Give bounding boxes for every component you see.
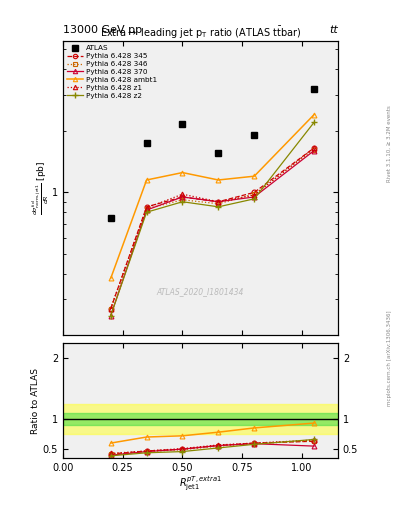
Text: tt: tt xyxy=(329,25,338,35)
ATLAS xyxy=(252,132,257,138)
Text: 13000 GeV pp: 13000 GeV pp xyxy=(63,25,142,35)
Pythia 6.428 z1 xyxy=(180,191,185,197)
Bar xyxy=(63,403,338,434)
Pythia 6.428 345 xyxy=(108,306,113,312)
Pythia 6.428 346 xyxy=(252,191,257,197)
Pythia 6.428 370 xyxy=(180,194,185,200)
Pythia 6.428 370 xyxy=(312,147,316,154)
Pythia 6.428 346 xyxy=(180,197,185,203)
Pythia 6.428 345 xyxy=(144,204,149,210)
Legend: ATLAS, Pythia 6.428 345, Pythia 6.428 346, Pythia 6.428 370, Pythia 6.428 ambt1,: ATLAS, Pythia 6.428 345, Pythia 6.428 34… xyxy=(66,44,158,100)
Pythia 6.428 346 xyxy=(312,146,316,153)
Pythia 6.428 z2 xyxy=(252,196,257,202)
Pythia 6.428 346 xyxy=(144,206,149,212)
Y-axis label: $\frac{d\sigma^{\rm fid}_{\rm norm,jet1}}{dR}$ [pb]: $\frac{d\sigma^{\rm fid}_{\rm norm,jet1}… xyxy=(30,161,51,215)
Pythia 6.428 345 xyxy=(216,199,221,205)
Line: Pythia 6.428 ambt1: Pythia 6.428 ambt1 xyxy=(108,112,316,281)
Pythia 6.428 z2 xyxy=(312,119,316,125)
Pythia 6.428 346 xyxy=(108,306,113,312)
Y-axis label: Ratio to ATLAS: Ratio to ATLAS xyxy=(31,368,40,434)
Pythia 6.428 ambt1 xyxy=(312,112,316,118)
Pythia 6.428 ambt1 xyxy=(216,177,221,183)
Line: Pythia 6.428 345: Pythia 6.428 345 xyxy=(108,145,316,311)
Pythia 6.428 z1 xyxy=(108,306,113,312)
ATLAS xyxy=(144,140,149,146)
Pythia 6.428 z1 xyxy=(216,199,221,205)
Pythia 6.428 345 xyxy=(312,145,316,151)
Pythia 6.428 z1 xyxy=(252,192,257,198)
Text: ATLAS_2020_I1801434: ATLAS_2020_I1801434 xyxy=(157,287,244,296)
Pythia 6.428 345 xyxy=(252,189,257,196)
Bar xyxy=(63,413,338,425)
Pythia 6.428 ambt1 xyxy=(108,275,113,282)
Pythia 6.428 370 xyxy=(108,312,113,318)
Pythia 6.428 ambt1 xyxy=(252,173,257,179)
Pythia 6.428 z2 xyxy=(180,199,185,205)
Text: Rivet 3.1.10, ≥ 3.2M events: Rivet 3.1.10, ≥ 3.2M events xyxy=(387,105,392,182)
Line: Pythia 6.428 z2: Pythia 6.428 z2 xyxy=(107,119,318,319)
Pythia 6.428 z2 xyxy=(216,204,221,210)
Pythia 6.428 ambt1 xyxy=(144,177,149,183)
X-axis label: $R_{\rm jet1}^{pT,extra1}$: $R_{\rm jet1}^{pT,extra1}$ xyxy=(179,475,222,493)
Pythia 6.428 370 xyxy=(216,199,221,205)
ATLAS xyxy=(180,121,185,127)
Pythia 6.428 z2 xyxy=(144,209,149,215)
Pythia 6.428 346 xyxy=(216,201,221,207)
Line: Pythia 6.428 370: Pythia 6.428 370 xyxy=(108,148,316,318)
ATLAS xyxy=(108,215,113,221)
ATLAS xyxy=(216,151,221,157)
Pythia 6.428 370 xyxy=(252,194,257,200)
Line: Pythia 6.428 z1: Pythia 6.428 z1 xyxy=(108,145,316,311)
Pythia 6.428 z1 xyxy=(312,145,316,151)
Line: ATLAS: ATLAS xyxy=(107,86,318,221)
ATLAS xyxy=(312,86,316,92)
Pythia 6.428 z1 xyxy=(144,205,149,211)
Pythia 6.428 370 xyxy=(144,207,149,213)
Pythia 6.428 z2 xyxy=(108,312,113,318)
Pythia 6.428 345 xyxy=(180,194,185,200)
Line: Pythia 6.428 346: Pythia 6.428 346 xyxy=(108,147,316,311)
Text: mcplots.cern.ch [arXiv:1306.3436]: mcplots.cern.ch [arXiv:1306.3436] xyxy=(387,311,392,406)
Title: Extra$\rightarrow$ leading jet $\rm p_T$ ratio (ATLAS t$\bar{\rm t}$bar): Extra$\rightarrow$ leading jet $\rm p_T$… xyxy=(100,25,301,41)
Pythia 6.428 ambt1 xyxy=(180,169,185,176)
